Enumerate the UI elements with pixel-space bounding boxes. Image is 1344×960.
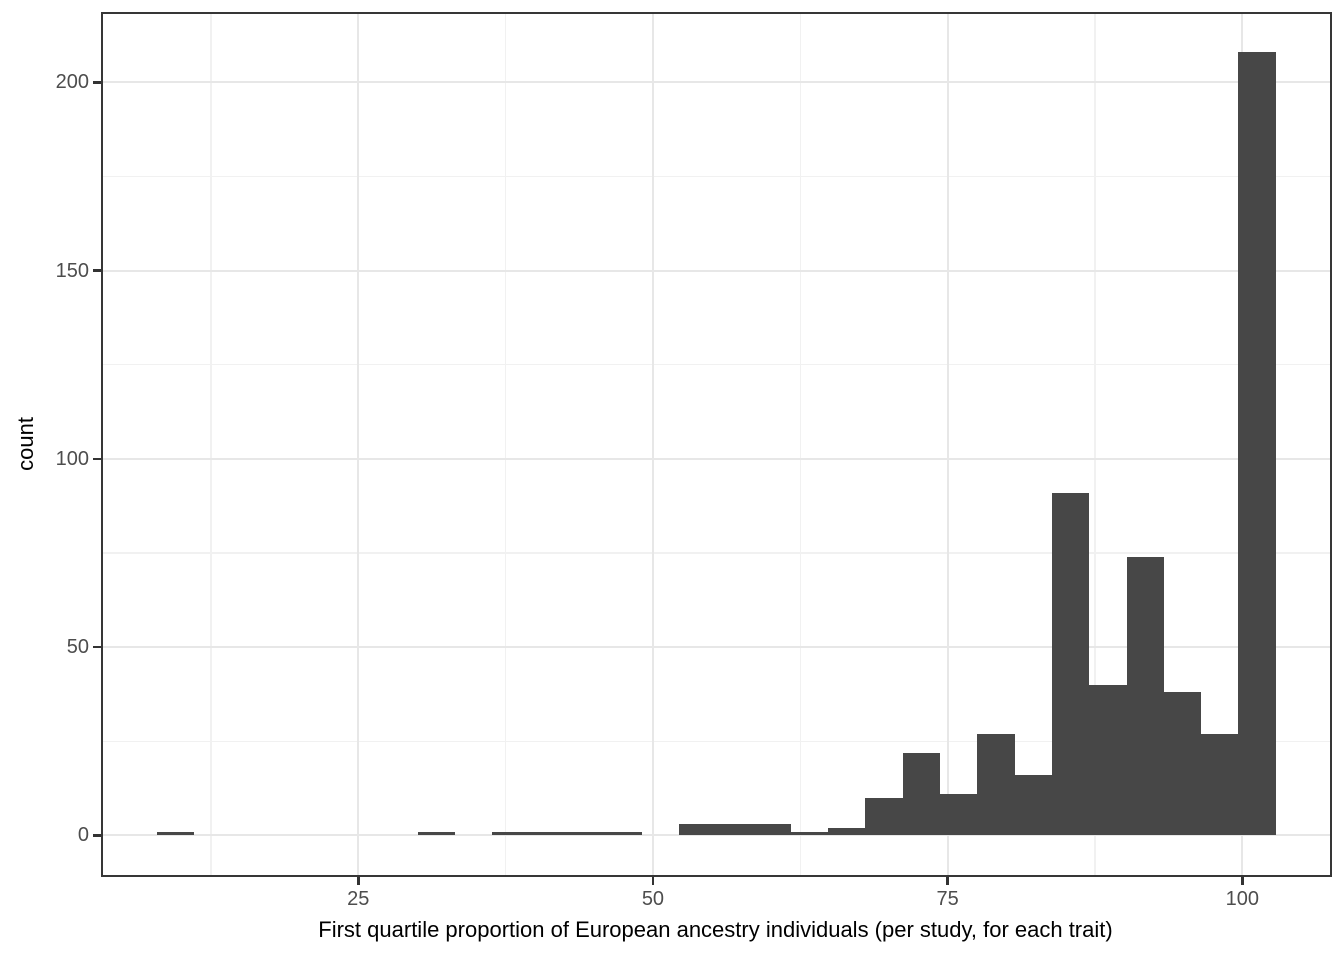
x-tick-label: 100 — [1225, 887, 1259, 910]
x-major-gridline — [357, 13, 360, 875]
y-axis-title-wrap: count — [11, 13, 41, 874]
y-minor-gridline — [102, 364, 1330, 366]
y-major-gridline — [102, 646, 1330, 649]
histogram-bar — [678, 824, 716, 836]
histogram-bar — [1126, 556, 1164, 836]
histogram-bar — [1051, 492, 1089, 836]
histogram-bar — [864, 797, 903, 836]
x-major-gridline — [651, 13, 654, 875]
plot-panel — [100, 11, 1332, 877]
y-major-gridline — [102, 457, 1330, 460]
y-axis-tick — [92, 834, 101, 837]
y-tick-label: 100 — [55, 447, 89, 470]
y-tick-label: 0 — [77, 824, 89, 847]
histogram-bar — [566, 831, 604, 836]
histogram-bar — [529, 831, 567, 836]
histogram-bar — [1088, 684, 1127, 836]
x-minor-gridline — [1094, 13, 1096, 875]
histogram-bar — [715, 824, 754, 836]
x-axis-tick — [357, 876, 360, 885]
histogram-bar — [827, 827, 865, 836]
histogram-bar — [976, 733, 1015, 836]
y-minor-gridline — [102, 740, 1330, 742]
x-tick-label: 50 — [641, 887, 665, 910]
x-axis-tick — [1241, 876, 1244, 885]
y-tick-label: 150 — [55, 259, 89, 282]
y-axis-tick — [92, 645, 101, 649]
x-minor-gridline — [210, 13, 212, 875]
y-tick-label: 50 — [66, 636, 89, 659]
histogram-bar — [156, 831, 194, 836]
x-axis-tick — [946, 876, 949, 885]
histogram-bar — [1163, 692, 1201, 836]
y-major-gridline — [102, 81, 1330, 84]
x-tick-label: 75 — [936, 887, 959, 910]
y-tick-label: 200 — [55, 71, 89, 94]
histogram-bar — [902, 752, 940, 836]
y-axis-tick — [92, 457, 101, 461]
x-minor-gridline — [505, 13, 507, 875]
x-minor-gridline — [799, 13, 801, 875]
y-major-gridline — [102, 269, 1330, 272]
histogram-bar — [1237, 52, 1276, 836]
x-axis-title: First quartile proportion of European an… — [318, 917, 1113, 942]
y-minor-gridline — [102, 175, 1330, 178]
x-axis-tick — [651, 876, 655, 885]
histogram-bar — [939, 793, 977, 836]
y-axis-tick — [92, 81, 101, 84]
histogram-bar — [491, 831, 530, 836]
histogram-bar — [790, 831, 828, 836]
histogram-bar — [1200, 733, 1238, 836]
histogram-bar — [1014, 775, 1052, 836]
histogram-bar — [603, 831, 642, 836]
x-major-gridline — [946, 13, 949, 875]
histogram-bar — [417, 831, 455, 836]
histogram-bar — [753, 824, 791, 836]
y-axis-tick — [92, 269, 101, 272]
y-minor-gridline — [102, 552, 1330, 554]
y-major-gridline — [102, 834, 1330, 837]
x-tick-label: 25 — [347, 887, 370, 910]
